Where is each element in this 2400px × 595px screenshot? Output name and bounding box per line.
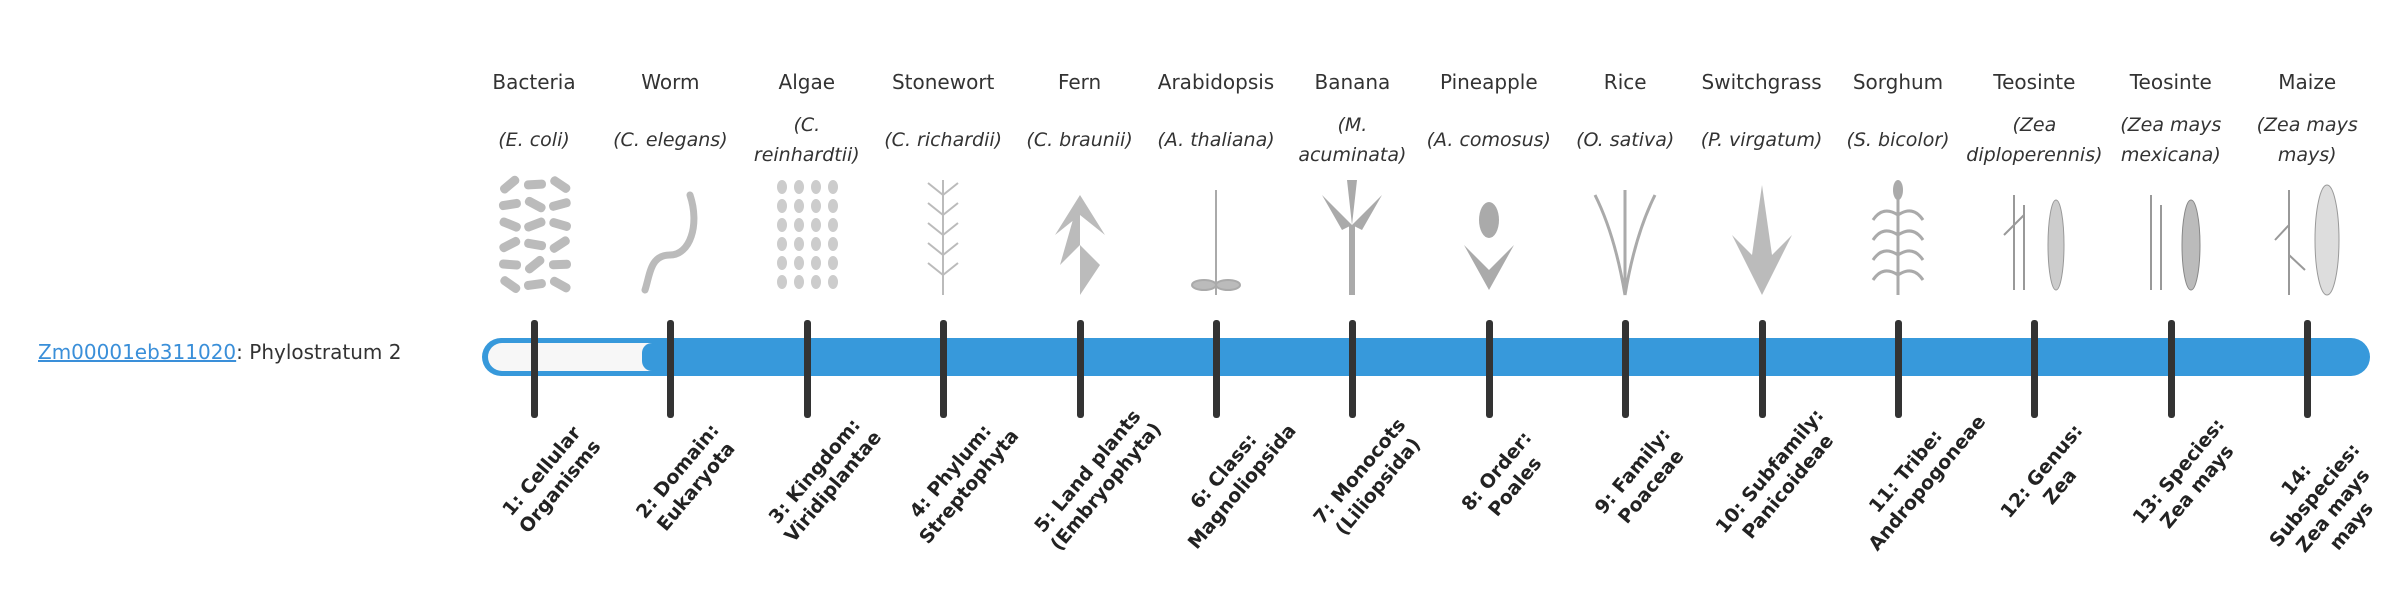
stratum-tick — [1895, 320, 1902, 418]
stratum-tick — [1213, 320, 1220, 418]
stratum-label: 2: Domain: Eukaryota — [632, 419, 740, 536]
organism-common-name: Teosinte — [1993, 70, 2076, 94]
stratum-label: 1: Cellular Organisms — [498, 422, 606, 538]
fern-image — [1054, 195, 1105, 295]
organism-common-name: Sorghum — [1852, 70, 1944, 94]
teosinte-image — [2003, 195, 2065, 291]
organism-common-name: Fern — [1057, 70, 1102, 94]
organism-scientific-name: (S. bicolor) — [1830, 108, 1966, 172]
stratum-tick — [1758, 320, 1766, 418]
scientific-name-text: (Zea mays mays) — [2256, 114, 2358, 166]
maize-image — [2274, 184, 2340, 296]
organism-scientific-name: (M. acuminata) — [1284, 108, 1420, 172]
scientific-name-text: (A. thaliana) — [1157, 129, 1275, 151]
stratum-tick — [940, 320, 948, 418]
bacteria-image — [498, 175, 572, 294]
worm-image — [641, 191, 698, 294]
banana-image — [1322, 180, 1383, 295]
organism-scientific-name: (A. comosus) — [1421, 108, 1557, 172]
phylostratum-text: : Phylostratum 2 — [236, 340, 402, 364]
stratum-label: 14: Subspecies: Zea mays mays — [2265, 439, 2379, 557]
stratum-tick — [531, 320, 538, 418]
organism-common-name: Switchgrass — [1701, 70, 1822, 94]
organism-common-name: Worm — [641, 70, 700, 94]
stratum-label: 11: Tribe: Andropogoneae — [1864, 410, 1991, 556]
stratum-label: 4: Phylum: Streptophyta — [905, 420, 1024, 549]
stratum-tick — [1485, 320, 1493, 418]
organism-common-name: Maize — [2278, 70, 2337, 94]
stratum-label: 7: Monocots (Liliopsida) — [1309, 414, 1426, 540]
pineapple-image — [1463, 202, 1514, 290]
organism-common-name: Algae — [778, 70, 836, 94]
algae-image — [776, 180, 838, 289]
scientific-name-text: (C. reinhardtii) — [753, 114, 860, 166]
organism-scientific-name: (O. sativa) — [1557, 108, 1693, 172]
stratum-tick — [2304, 320, 2312, 418]
stratum-tick — [1076, 320, 1084, 418]
organism-common-name: Rice — [1603, 70, 1647, 94]
arabidopsis-image — [1191, 190, 1241, 295]
phylostratum-bar — [482, 338, 2370, 376]
stratum-tick — [803, 320, 811, 418]
organism-common-name: Bacteria — [492, 70, 576, 94]
organism-scientific-name: (C. reinhardtii) — [739, 108, 875, 172]
stratum-tick — [667, 320, 675, 418]
scientific-name-text: (C. braunii) — [1026, 129, 1133, 151]
organism-scientific-name: (Zea mays mexicana) — [2103, 108, 2239, 172]
organism-scientific-name: (Zea mays mays) — [2239, 108, 2375, 172]
stratum-tick — [1622, 320, 1630, 418]
organism-scientific-name: (C. braunii) — [1012, 108, 1148, 172]
organism-common-name: Banana — [1314, 70, 1391, 94]
scientific-name-text: (A. comosus) — [1426, 129, 1551, 151]
organism-scientific-name: (P. virgatum) — [1694, 108, 1830, 172]
scientific-name-text: (O. sativa) — [1576, 129, 1675, 151]
gene-link[interactable]: Zm00001eb311020 — [38, 340, 237, 364]
organism-common-name: Pineapple — [1439, 70, 1538, 94]
stratum-tick — [2031, 320, 2039, 418]
sorghum-image — [1871, 180, 1925, 295]
scientific-name-text: (Zea mays mexicana) — [2120, 114, 2222, 166]
organism-scientific-name: (C. elegans) — [602, 108, 738, 172]
scientific-name-text: (S. bicolor) — [1846, 129, 1950, 151]
organism-scientific-name: (C. richardii) — [875, 108, 1011, 172]
stratum-tick — [1349, 320, 1357, 418]
stratum-label: 10: Subfamily: Panicoideae — [1711, 404, 1838, 544]
stratum-label: 5: Land plants (Embryophyta) — [1029, 405, 1166, 556]
gene-label: Zm00001eb311020: Phylostratum 2 — [38, 340, 401, 364]
rice-image — [1593, 190, 1657, 296]
scientific-name-text: (Zea diploperennis) — [1966, 114, 2103, 166]
stonewort-image — [927, 180, 959, 295]
stratum-label: 8: Order: Poales — [1457, 427, 1547, 521]
scientific-name-text: (E. coli) — [498, 129, 570, 151]
stratum-label: 12: Genus: Zea — [1996, 420, 2088, 523]
scientific-name-text: (P. virgatum) — [1700, 129, 1823, 151]
stratum-label: 6: Class: Magnoliopsida — [1183, 419, 1301, 554]
scientific-name-text: (C. richardii) — [884, 129, 1003, 151]
organism-scientific-name: (E. coli) — [466, 108, 602, 172]
organism-scientific-name: (Zea diploperennis) — [1966, 108, 2102, 172]
scientific-name-text: (C. elegans) — [613, 129, 728, 151]
teosinte-mexicana-image — [2149, 195, 2201, 291]
organism-common-name: Stonewort — [891, 70, 995, 94]
stratum-tick — [2167, 320, 2175, 418]
organism-common-name: Arabidopsis — [1157, 70, 1275, 94]
scientific-name-text: (M. acuminata) — [1298, 114, 1407, 166]
stratum-label: 9: Family: Poaceae — [1590, 424, 1689, 529]
phylostratum-bar-unfilled — [488, 343, 662, 371]
organism-common-name: Teosinte — [2129, 70, 2212, 94]
organism-scientific-name: (A. thaliana) — [1148, 108, 1284, 172]
stratum-label: 3: Kingdom: Viridiplantae — [764, 414, 886, 547]
switchgrass-image — [1731, 185, 1792, 295]
